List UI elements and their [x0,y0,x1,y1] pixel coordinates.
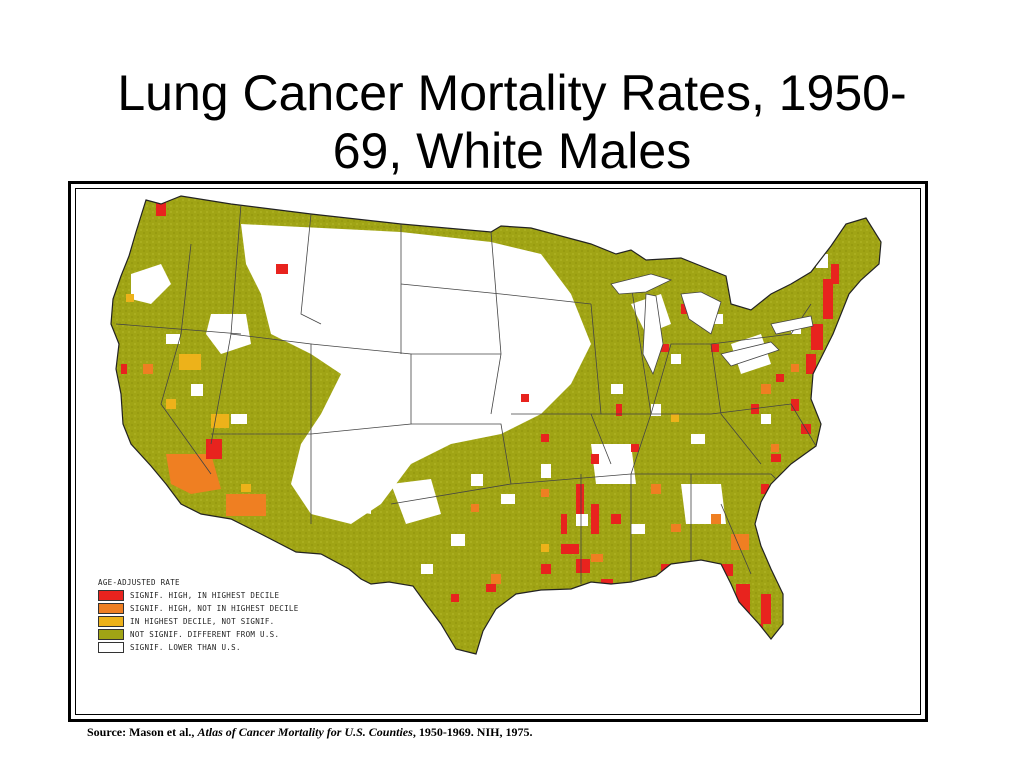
legend-item: IN HIGHEST DECILE, NOT SIGNIF. [98,615,358,628]
legend-label: IN HIGHEST DECILE, NOT SIGNIF. [130,617,275,626]
legend-item: NOT SIGNIF. DIFFERENT FROM U.S. [98,628,358,641]
title-line-1: Lung Cancer Mortality Rates, 1950- [117,65,907,121]
legend-label: SIGNIF. HIGH, NOT IN HIGHEST DECILE [130,604,299,613]
map-legend: AGE-ADJUSTED RATE SIGNIF. HIGH, IN HIGHE… [98,577,358,654]
scattered-lower-counties [166,254,828,574]
source-prefix: Source: Mason et al., [87,725,198,739]
source-work-title: Atlas of Cancer Mortality for U.S. Count… [197,725,413,739]
great-lakes [610,273,814,376]
legend-item: SIGNIF. LOWER THAN U.S. [98,641,358,654]
source-suffix: , 1950-1969. NIH, 1975. [412,725,533,739]
source-citation: Source: Mason et al., Atlas of Cancer Mo… [87,725,532,740]
highest-decile-not-signif [126,294,779,552]
legend-label: NOT SIGNIF. DIFFERENT FROM U.S. [130,630,280,639]
us-county-map [110,195,882,655]
signif-high-highest-decile [121,202,839,649]
map-frame-inner-border [75,188,921,715]
slide-title: Lung Cancer Mortality Rates, 1950- 69, W… [0,64,1024,180]
map-frame: AGE-ADJUSTED RATE SIGNIF. HIGH, IN HIGHE… [68,181,928,722]
legend-swatch [98,616,124,627]
legend-label: SIGNIF. LOWER THAN U.S. [130,643,241,652]
legend-swatch [98,642,124,653]
legend-swatch [98,603,124,614]
legend-label: SIGNIF. HIGH, IN HIGHEST DECILE [130,591,280,600]
signif-high-not-decile [143,364,799,584]
legend-item: SIGNIF. HIGH, IN HIGHEST DECILE [98,589,358,602]
legend-swatch [98,590,124,601]
legend-title: AGE-ADJUSTED RATE [98,578,180,587]
legend-item: SIGNIF. HIGH, NOT IN HIGHEST DECILE [98,602,358,615]
legend-swatch [98,629,124,640]
title-line-2: 69, White Males [332,123,692,179]
